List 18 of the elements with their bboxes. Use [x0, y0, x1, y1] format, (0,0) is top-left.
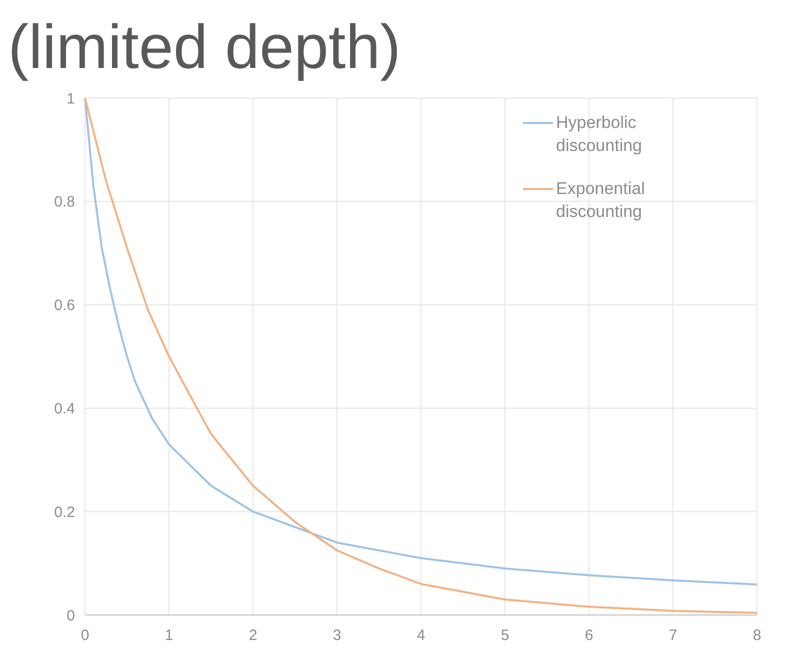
x-tick-label: 0 [80, 627, 90, 644]
x-tick-label: 2 [248, 627, 258, 644]
legend-label: Hyperbolic discounting [556, 113, 642, 155]
x-tick-label: 4 [416, 627, 426, 644]
y-tick-label: 0.6 [54, 297, 75, 314]
y-tick-label: 0 [66, 607, 75, 624]
x-tick-label: 3 [332, 627, 342, 644]
x-tick-label: 5 [500, 627, 510, 644]
y-tick-label: 0.2 [54, 504, 75, 521]
chart-title: (limited depth) [8, 13, 401, 82]
x-tick-label: 7 [668, 627, 678, 644]
y-tick-label: 0.4 [54, 400, 75, 418]
y-tick-label: 0.8 [54, 194, 75, 211]
x-tick-label: 6 [584, 627, 594, 644]
x-tick-label: 8 [752, 627, 762, 644]
x-tick-label: 1 [164, 627, 174, 644]
legend-label: Exponential discounting [556, 179, 645, 221]
y-tick-label: 1 [66, 90, 75, 108]
